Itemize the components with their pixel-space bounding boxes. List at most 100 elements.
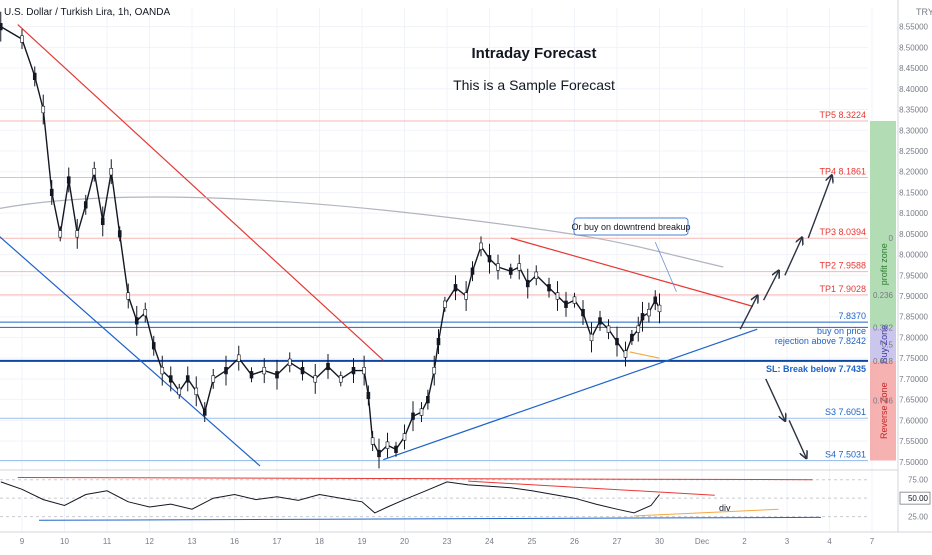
price-tick-label: 7.85000 bbox=[899, 313, 928, 322]
level-label: TP2 7.9588 bbox=[819, 261, 866, 271]
price-tick-label: 8.25000 bbox=[899, 147, 928, 156]
profit-zone-label: profit zone bbox=[879, 243, 889, 285]
candle-body bbox=[411, 412, 415, 420]
candle-body bbox=[377, 449, 381, 458]
level-label: 7.8370 bbox=[838, 311, 866, 321]
candle-body bbox=[653, 296, 658, 304]
level-label: TP3 8.0394 bbox=[819, 227, 866, 237]
price-tick-label: 7.55000 bbox=[899, 437, 928, 446]
candle-body bbox=[49, 188, 54, 197]
candle-body bbox=[143, 308, 148, 317]
candle-body bbox=[224, 366, 228, 375]
forecast-arrow bbox=[807, 176, 831, 239]
time-tick-label: 30 bbox=[655, 537, 664, 546]
candle-body bbox=[351, 366, 356, 375]
forecast-arrow bbox=[739, 296, 757, 330]
price-axis[interactable] bbox=[898, 0, 932, 532]
candle-body bbox=[464, 292, 468, 300]
level-label: TP5 8.3224 bbox=[819, 110, 866, 120]
candle-body bbox=[426, 396, 430, 404]
candle-body bbox=[589, 333, 594, 342]
price-tick-label: 7.95000 bbox=[899, 271, 928, 280]
candle-body bbox=[370, 437, 375, 445]
candle-body bbox=[402, 433, 407, 441]
oscillator-axis-value: 50.00 bbox=[908, 494, 929, 503]
candle-body bbox=[287, 358, 292, 366]
channel-line bbox=[0, 236, 261, 467]
currency-label: TRY bbox=[916, 7, 932, 17]
candle-body bbox=[0, 23, 3, 31]
candle-body bbox=[249, 371, 254, 379]
candle-body bbox=[168, 375, 173, 383]
level-label: TP1 7.9028 bbox=[819, 284, 866, 294]
reverse-zone-label: Reverse Zone bbox=[879, 382, 889, 439]
candle-body bbox=[202, 408, 207, 416]
time-tick-label: 4 bbox=[827, 537, 832, 546]
candle-body bbox=[109, 168, 114, 176]
candle-body bbox=[313, 375, 318, 383]
candle-body bbox=[615, 337, 619, 346]
fib-label: 0.786 bbox=[873, 396, 894, 405]
candle-body bbox=[66, 176, 71, 184]
candle-body bbox=[236, 354, 241, 362]
candle-body bbox=[126, 292, 131, 300]
price-tick-label: 8.05000 bbox=[899, 230, 928, 239]
candle-body bbox=[20, 35, 24, 43]
level-label: S3 7.6051 bbox=[825, 407, 866, 417]
price-tick-label: 8.35000 bbox=[899, 106, 928, 115]
level-label: S4 7.5031 bbox=[825, 449, 866, 459]
oscillator-axis-label: 75.00 bbox=[908, 476, 929, 485]
candle-body bbox=[636, 325, 641, 333]
candle-body bbox=[262, 366, 267, 375]
callout-text: Or buy on downtrend breakup bbox=[571, 222, 690, 232]
candle-body bbox=[366, 391, 371, 400]
candle-body bbox=[185, 375, 190, 383]
buy-label-line2: rejection above 7.8242 bbox=[775, 336, 866, 346]
price-tick-label: 8.00000 bbox=[899, 251, 928, 260]
price-tick-label: 8.45000 bbox=[899, 64, 928, 73]
fib-label: 0.618 bbox=[873, 357, 894, 366]
candle-body bbox=[211, 375, 216, 383]
candle-body bbox=[598, 317, 602, 325]
candle-body bbox=[623, 350, 628, 358]
price-tick-label: 8.40000 bbox=[899, 85, 928, 94]
candle-body bbox=[496, 263, 500, 271]
time-tick-label: 16 bbox=[230, 537, 239, 546]
candle-body bbox=[300, 366, 305, 375]
candle-body bbox=[134, 317, 139, 325]
candle-body bbox=[419, 408, 424, 416]
oscillator-support bbox=[38, 516, 822, 521]
stop-loss-label: SL: Break below 7.7435 bbox=[766, 364, 866, 374]
candle-body bbox=[647, 308, 651, 317]
candle-body bbox=[100, 217, 105, 226]
candle-body bbox=[517, 263, 522, 271]
candle-body bbox=[487, 255, 492, 263]
forecast-arrow bbox=[763, 271, 779, 301]
chart-subtitle: This is a Sample Forecast bbox=[453, 77, 615, 93]
time-tick-label: 2 bbox=[742, 537, 747, 546]
price-tick-label: 8.50000 bbox=[899, 43, 928, 52]
candle-body bbox=[443, 300, 447, 308]
oscillator-divergence bbox=[633, 508, 779, 517]
price-tick-label: 8.30000 bbox=[899, 126, 928, 135]
candle-body bbox=[640, 313, 645, 321]
candle-body bbox=[581, 308, 585, 317]
candle-body bbox=[75, 230, 80, 238]
candle-body bbox=[606, 325, 611, 333]
price-tick-label: 8.10000 bbox=[899, 209, 928, 218]
candle-body bbox=[385, 441, 390, 449]
candle-body bbox=[534, 271, 539, 279]
price-tick-label: 8.55000 bbox=[899, 23, 928, 32]
candle-body bbox=[160, 366, 165, 375]
time-tick-label: 24 bbox=[485, 537, 494, 546]
candle-body bbox=[470, 267, 475, 275]
time-tick-label: 13 bbox=[188, 537, 197, 546]
candle-body bbox=[547, 284, 551, 292]
price-tick-label: 8.15000 bbox=[899, 188, 928, 197]
forecast-arrow bbox=[784, 238, 802, 276]
time-tick-label: 18 bbox=[315, 537, 324, 546]
candle-body bbox=[394, 445, 398, 453]
candle-body bbox=[177, 387, 182, 395]
